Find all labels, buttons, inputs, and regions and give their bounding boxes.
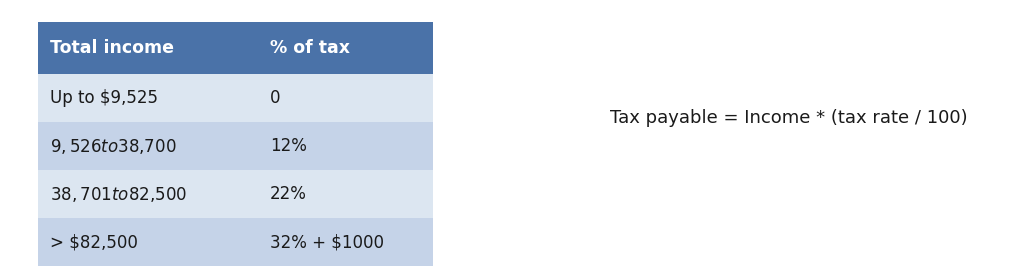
Text: Up to $9,525: Up to $9,525 [50,89,158,107]
Bar [258,122,433,170]
Bar [38,122,258,170]
Text: 0: 0 [270,89,281,107]
Bar [38,74,258,122]
Bar [38,170,258,218]
Text: % of tax: % of tax [270,39,350,57]
Text: $9,526 to $38,700: $9,526 to $38,700 [50,137,176,155]
Bar [258,170,433,218]
Bar [258,22,433,74]
Text: Tax payable = Income * (tax rate / 100): Tax payable = Income * (tax rate / 100) [610,109,968,127]
Bar [38,218,258,266]
Text: Total income: Total income [50,39,174,57]
Text: $38,701 to $82,500: $38,701 to $82,500 [50,184,187,203]
Bar [258,218,433,266]
Text: > $82,500: > $82,500 [50,233,138,251]
Text: 32% + $1000: 32% + $1000 [270,233,384,251]
Text: 22%: 22% [270,185,307,203]
Bar [258,74,433,122]
Text: 12%: 12% [270,137,307,155]
Bar [38,22,258,74]
